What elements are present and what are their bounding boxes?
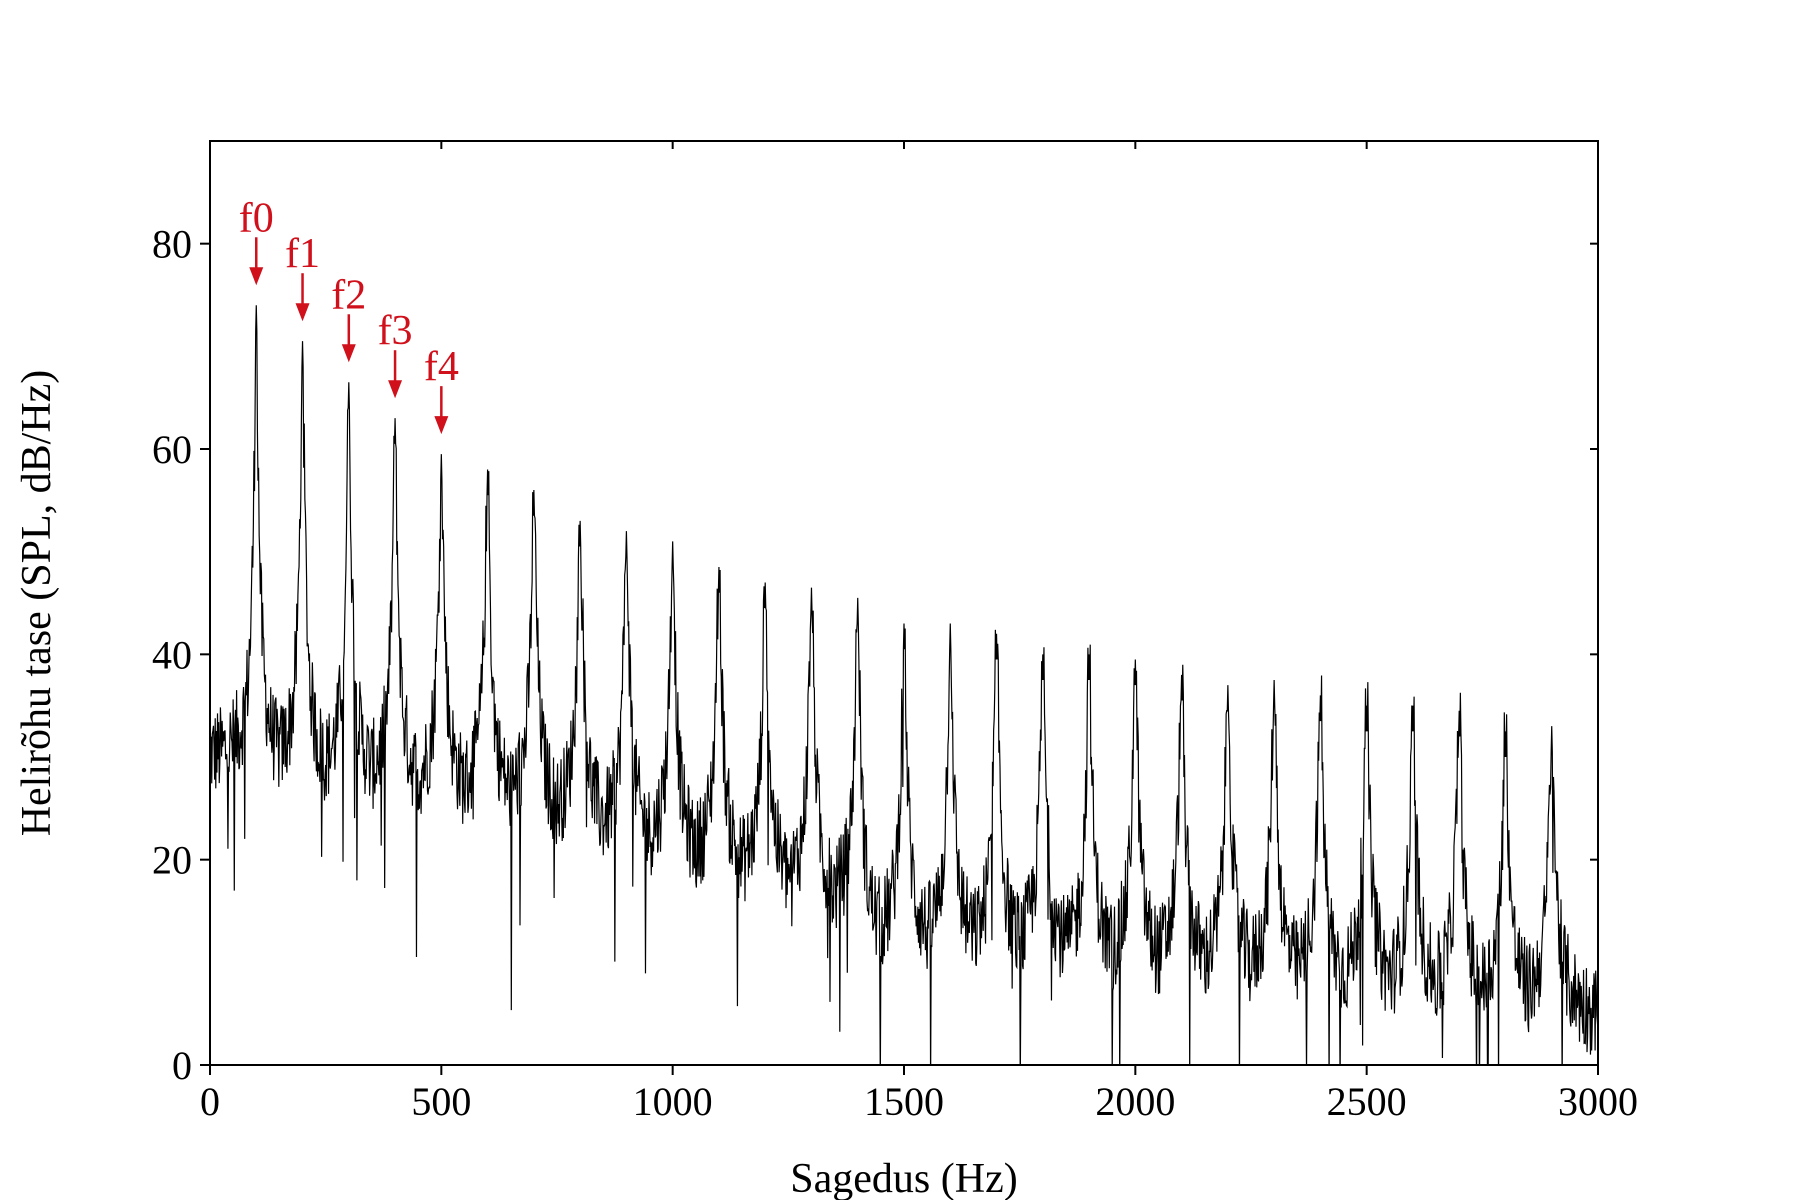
y-tick-label: 40 xyxy=(152,632,192,677)
x-tick-label: 1000 xyxy=(633,1079,713,1124)
annotation-label-f0: f0 xyxy=(239,195,274,241)
annotation-label-f2: f2 xyxy=(331,272,366,318)
x-tick-label: 3000 xyxy=(1558,1079,1638,1124)
x-tick-label: 1500 xyxy=(864,1079,944,1124)
annotation-arrow-head xyxy=(388,380,403,399)
annotation-arrow-head xyxy=(434,416,449,435)
x-tick-label: 2500 xyxy=(1327,1079,1407,1124)
y-tick-label: 0 xyxy=(172,1043,192,1088)
spectrum-line xyxy=(210,305,1598,1065)
annotation-label-f1: f1 xyxy=(285,231,320,277)
annotation-label-f3: f3 xyxy=(378,308,413,354)
x-axis-title: Sagedus (Hz) xyxy=(790,1156,1017,1200)
annotation-label-f4: f4 xyxy=(424,344,459,390)
y-axis-title: Helirõhu tase (SPL, dB/Hz) xyxy=(14,370,60,837)
plot-area xyxy=(210,305,1598,1065)
y-tick-label: 20 xyxy=(152,838,192,883)
x-tick-label: 0 xyxy=(200,1079,220,1124)
y-tick-label: 80 xyxy=(152,222,192,267)
x-tick-label: 500 xyxy=(411,1079,471,1124)
annotation-arrow-head xyxy=(295,303,310,322)
annotation-arrow-head xyxy=(249,267,264,286)
x-tick-label: 2000 xyxy=(1095,1079,1175,1124)
y-tick-label: 60 xyxy=(152,427,192,472)
plot-frame xyxy=(209,140,1599,1066)
axes: 0 500 1000 1500 2000 2500 3000 0 20 40 60 80 xyxy=(152,140,1638,1124)
annotation-arrow-head xyxy=(341,344,356,363)
